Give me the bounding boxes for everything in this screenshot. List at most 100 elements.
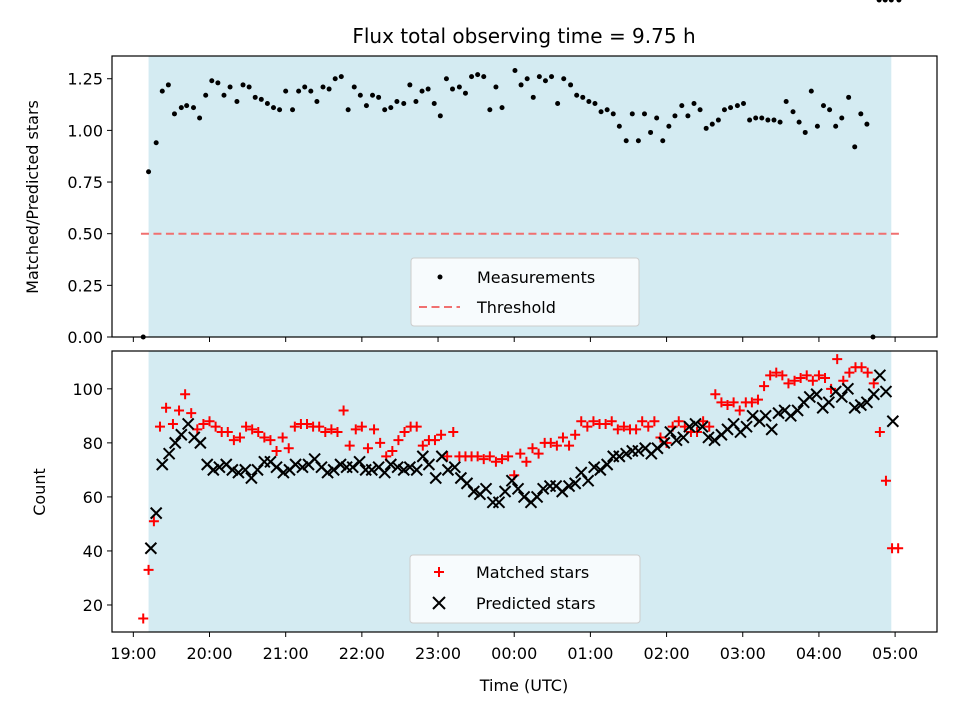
predicted-star-point [651,442,664,455]
measurement-point [864,121,870,127]
matched-star-point [856,362,867,373]
measurement-point [715,117,721,123]
predicted-stars-points [144,369,900,555]
top-y-tick-label: 0.50 [67,225,103,244]
measurement-point [178,105,184,111]
top-y-tick-label: 0.25 [67,276,103,295]
bottom-x-tick-label: 02:00 [644,644,690,663]
measurement-point [165,82,171,88]
matched-star-point [631,424,642,435]
predicted-star-point [144,542,158,555]
predicted-star-point [511,482,525,496]
matched-star-point [484,451,495,462]
predicted-star-point [353,455,366,468]
matched-star-point [148,516,159,527]
measurement-point [425,86,431,92]
predicted-star-point [479,482,493,496]
measurement-point [227,84,233,90]
matched-star-point [356,421,367,432]
bottom-x-tick-label: 01:00 [567,644,613,663]
predicted-star-point [429,471,442,485]
legend-measurements-marker [437,274,443,280]
measurement-point [351,84,357,90]
bottom-legend-box [409,554,641,624]
top-y-axis-label: Matched/Predicted stars [23,100,42,294]
predicted-star-point [505,474,519,487]
predicted-star-point [867,388,880,401]
measurement-points [140,0,902,340]
matched-star-point [222,427,233,438]
measurement-point [407,82,413,88]
predicted-star-point [435,450,449,463]
predicted-star-point [441,463,455,477]
matched-star-point [637,416,648,427]
predicted-star-point [334,458,347,471]
measurement-point [783,98,789,104]
matched-star-point [710,389,721,400]
measurement-point [419,88,425,94]
matched-star-point [375,437,386,448]
measurement-point [896,0,902,3]
matched-star-point [198,418,209,429]
predicted-star-point [207,463,220,477]
predicted-star-point [365,463,378,477]
predicted-star-point [619,447,633,460]
matched-star-point [673,416,684,427]
matched-star-point [204,416,215,427]
matched-star-point [399,427,410,438]
legend-matched-marker [434,567,444,577]
matched-star-point [247,424,258,435]
measurement-point [320,84,326,90]
measurement-point [721,107,727,113]
matched-star-point [771,367,782,378]
predicted-star-point [670,433,683,447]
legend-matched-label: Matched stars [476,563,589,582]
bottom-y-axis-ticks: 20 40 60 80 100 [72,380,112,615]
matched-star-point [655,432,666,443]
measurement-point [184,103,190,109]
predicted-star-point [746,409,759,423]
predicted-star-point [696,420,709,433]
measurement-point [616,123,622,129]
measurement-point [264,101,270,107]
matched-star-point [783,378,794,389]
predicted-star-point [213,460,226,474]
measurement-point [610,111,616,117]
measurement-point [314,98,320,104]
predicted-star-point [536,482,550,496]
measurement-point [827,107,833,113]
matched-star-point [138,613,149,624]
matched-star-point [600,418,611,429]
matched-star-point [234,432,245,443]
measurement-point [357,92,363,98]
predicted-star-point [448,460,462,474]
top-y-tick-label: 0.00 [67,328,103,347]
measurement-point [277,107,283,113]
matched-star-point [271,445,282,456]
matched-star-point [564,440,575,451]
legend-predicted-marker [432,596,446,610]
measurement-point [685,113,691,119]
matched-star-point [277,432,288,443]
matched-star-point [265,435,276,446]
matched-star-point [801,370,812,381]
predicted-star-point [873,369,887,382]
matched-star-point [880,475,891,486]
matched-star-point [807,375,818,386]
matched-star-point [759,381,770,392]
predicted-star-point [562,479,576,493]
measurement-point [660,138,666,144]
predicted-star-point [397,463,410,477]
matched-star-point [716,397,727,408]
matched-star-point [442,451,453,462]
measurement-point [481,74,487,80]
measurement-point [326,86,332,92]
measurement-point [734,103,740,109]
measurement-point [635,138,641,144]
measurement-point [882,0,888,3]
predicted-star-point [664,425,677,439]
measurement-point [443,76,449,82]
measurement-point [382,107,388,113]
legend-predicted-label: Predicted stars [476,594,596,613]
matched-star-point [789,375,800,386]
